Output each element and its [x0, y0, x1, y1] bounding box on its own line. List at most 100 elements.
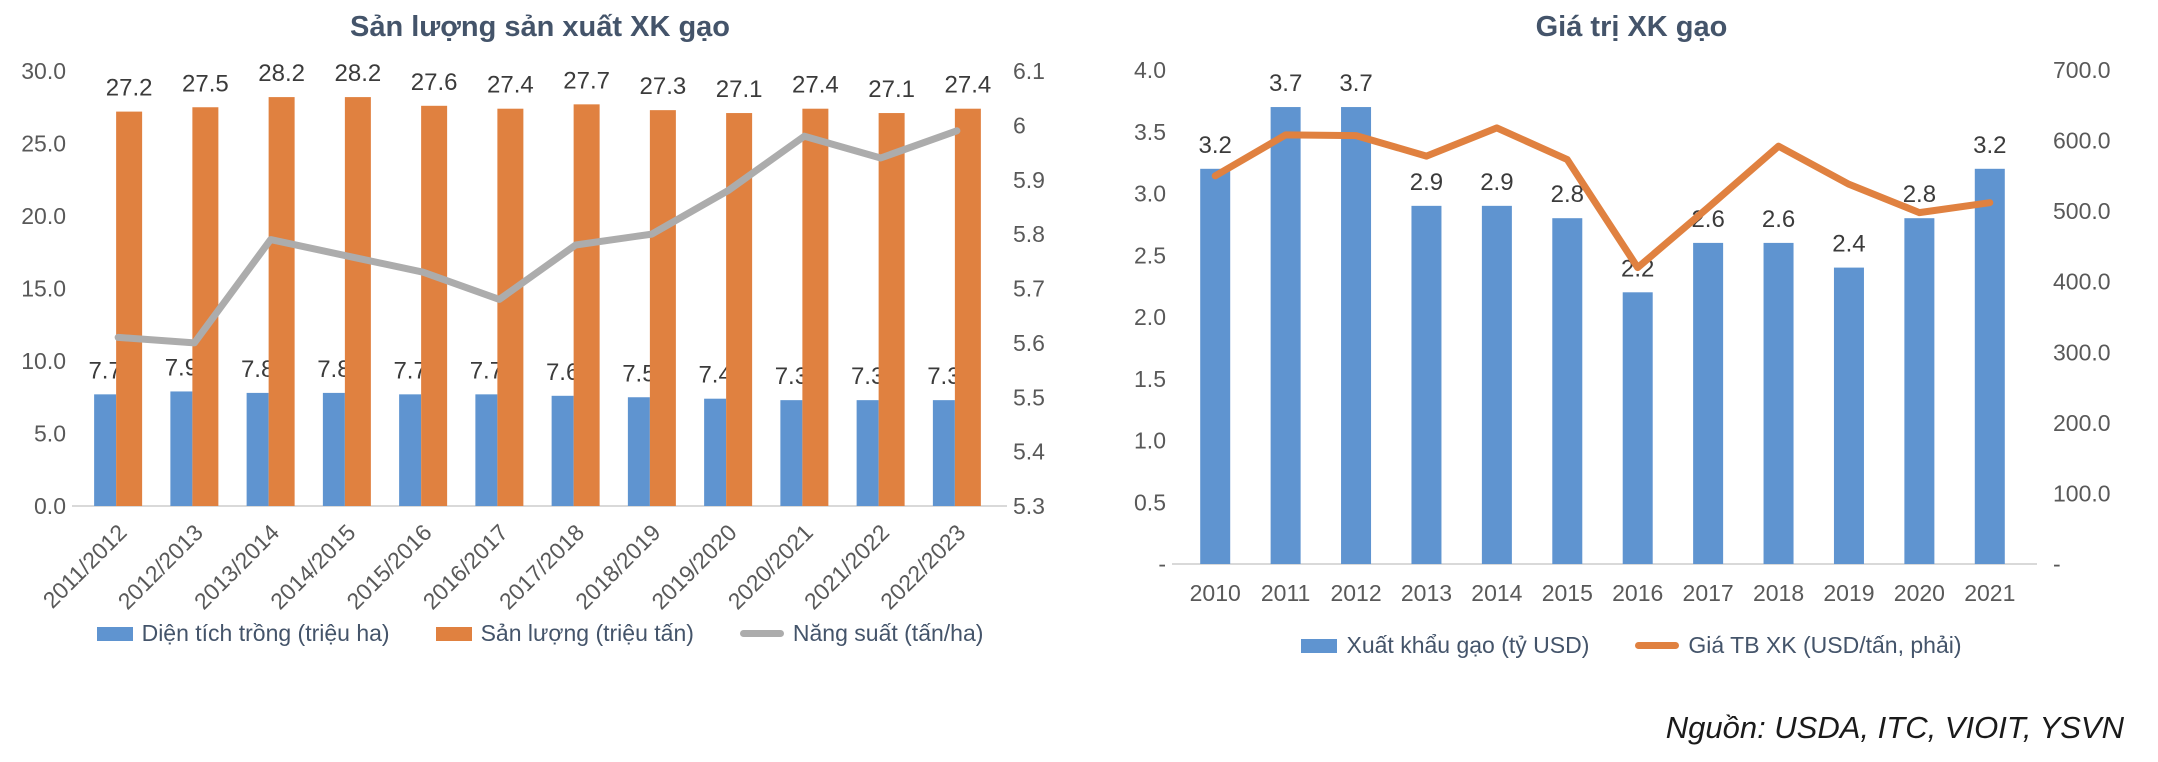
- data-label: 3.2: [1973, 132, 2006, 159]
- x-axis-label: 2017: [1683, 580, 1734, 606]
- bar-2021: [1974, 168, 2005, 565]
- axis-tick-label: 5.6: [1013, 330, 1045, 356]
- legend-item: Giá TB XK (USD/tấn, phải): [1635, 632, 1962, 659]
- axis-tick-label: 1.5: [1134, 366, 1166, 392]
- data-label: 27.2: [106, 75, 153, 102]
- legend-item: Xuất khẩu gạo (tỷ USD): [1301, 632, 1589, 659]
- legend-bar-swatch: [435, 626, 472, 641]
- bar-2018: [1763, 242, 1794, 564]
- axis-tick-label: 2.0: [1134, 304, 1166, 330]
- legend-line-swatch: [1635, 642, 1680, 649]
- bar-2022/2023: [954, 108, 981, 506]
- bar-2018/2019: [649, 110, 676, 507]
- x-axis-label: 2012: [1330, 580, 1381, 606]
- axis-tick-label: 5.7: [1013, 276, 1045, 302]
- data-label: 2.4: [1832, 231, 1865, 258]
- data-label: 2.8: [1903, 181, 1936, 208]
- x-axis-label: 2018: [1753, 580, 1804, 606]
- data-label: 28.2: [335, 60, 382, 87]
- axis-tick-label: 15.0: [21, 276, 66, 302]
- x-axis-label: 2019: [1823, 580, 1874, 606]
- bar-2013/2014: [246, 392, 269, 506]
- production-chart-plot: 0.0 5.0 10.0 15.0 20.0 25.0 30.0 5.3 5.4 5.5 5.6 5.…: [21, 58, 1045, 614]
- axis-tick-label: 700.0: [2053, 57, 2111, 83]
- bar-2011/2012: [94, 394, 117, 506]
- bar-2012/2013: [170, 391, 193, 506]
- legend-item: Diện tích trồng (triệu ha): [96, 620, 390, 647]
- axis-tick-label: 30.0: [21, 58, 66, 84]
- data-label: 27.5: [182, 70, 229, 97]
- bar-2014: [1481, 205, 1512, 564]
- axis-tick-label: 5.9: [1013, 167, 1045, 193]
- bar-2015/2016: [421, 105, 448, 507]
- bar-2019/2020: [704, 398, 727, 506]
- bar-2019: [1833, 267, 1864, 564]
- legend-bar-swatch: [96, 626, 133, 641]
- axis-tick-label: 6.1: [1013, 58, 1045, 84]
- x-axis-label: 2014: [1471, 580, 1522, 606]
- axis-tick-label: 5.8: [1013, 221, 1045, 247]
- legend-label: Diện tích trồng (triệu ha): [141, 620, 390, 646]
- x-axis-label: 2013: [1401, 580, 1452, 606]
- x-axis-label: 2020: [1894, 580, 1945, 606]
- axis-tick-label: 25.0: [21, 131, 66, 157]
- bar-2011: [1270, 107, 1301, 565]
- axis-tick-label: 400.0: [2053, 269, 2111, 295]
- data-label: 27.4: [945, 72, 992, 99]
- bar-2016: [1622, 292, 1653, 564]
- axis-tick-label: 0.5: [1134, 489, 1166, 515]
- bar-2020/2021: [802, 108, 829, 506]
- bar-2017/2018: [573, 104, 600, 506]
- data-label: 2.6: [1762, 206, 1795, 233]
- legend-label: Năng suất (tấn/ha): [792, 620, 984, 646]
- line-series: [114, 127, 961, 347]
- legend-label: Xuất khẩu gạo (tỷ USD): [1346, 632, 1590, 658]
- legend-item: Sản lượng (triệu tấn): [435, 620, 694, 647]
- value-chart-plot: - 0.5 1.0 1.5 2.0 2.5 3.0 3.5 4.0 - 100.0 200.0 300.…: [1134, 57, 2111, 606]
- data-label: 27.4: [792, 72, 839, 99]
- value-chart: Giá trị XK gạo - 0.5 1.0 1.5 2.0 2.5 3.0 3.5 4.0…: [1105, 6, 2158, 659]
- bar-2014/2015: [344, 97, 371, 506]
- axis-tick-label: 5.4: [1013, 439, 1045, 465]
- axis-tick-label: 5.5: [1013, 384, 1045, 410]
- bar-2021/2022: [878, 113, 905, 507]
- data-label: 28.2: [258, 60, 305, 87]
- line-series: [1211, 124, 1994, 272]
- bar-2018/2019: [627, 397, 650, 506]
- data-label: 2.9: [1410, 169, 1443, 196]
- axis-tick-label: 3.5: [1134, 119, 1166, 145]
- bar-2022/2023: [932, 400, 955, 506]
- data-label: 3.2: [1199, 132, 1232, 159]
- data-label: 27.3: [640, 73, 687, 100]
- axis-tick-label: 600.0: [2053, 128, 2111, 154]
- axis-tick-label: 3.0: [1134, 181, 1166, 207]
- value-chart-title: Giá trị XK gạo: [1535, 11, 1728, 43]
- axis-tick-label: 5.0: [34, 421, 66, 447]
- bar-2020: [1904, 218, 1935, 564]
- axis-tick-label: 5.3: [1013, 493, 1045, 519]
- data-label: 27.1: [716, 76, 763, 103]
- bar-2017: [1693, 242, 1724, 564]
- bar-2021/2022: [856, 400, 879, 506]
- legend-label: Sản lượng (triệu tấn): [480, 620, 694, 646]
- bar-2020/2021: [780, 400, 803, 506]
- x-axis-label: 2016: [1612, 580, 1663, 606]
- x-axis-label: 2021: [1964, 580, 2015, 606]
- data-label: 27.7: [563, 67, 610, 94]
- axis-tick-label: 0.0: [34, 493, 66, 519]
- x-axis-label: 2015: [1542, 580, 1593, 606]
- axis-tick-label: 10.0: [21, 348, 66, 374]
- data-label: 3.7: [1269, 70, 1302, 97]
- data-label: 2.8: [1551, 181, 1584, 208]
- data-label: 27.1: [868, 76, 915, 103]
- axis-tick-label: 6: [1013, 112, 1026, 138]
- axis-tick-label: 300.0: [2053, 339, 2111, 365]
- axis-tick-label: 2.5: [1134, 242, 1166, 268]
- bar-2016/2017: [475, 394, 498, 506]
- bar-2010: [1200, 168, 1231, 565]
- bar-2013/2014: [268, 97, 295, 506]
- production-chart: Sản lượng sản xuất XK gạo 0.0 5.0 10.0 15.0…: [10, 6, 1070, 647]
- bar-2012/2013: [192, 107, 219, 506]
- axis-tick-label: -: [2053, 551, 2061, 577]
- bar-2011/2012: [116, 111, 143, 506]
